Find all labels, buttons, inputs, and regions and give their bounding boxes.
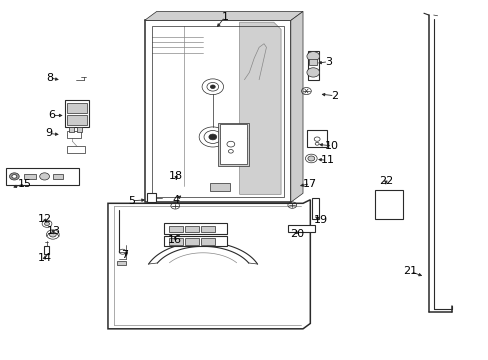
Circle shape bbox=[306, 68, 319, 77]
Bar bbox=[144, 21, 290, 202]
Text: 11: 11 bbox=[320, 155, 334, 165]
Text: 19: 19 bbox=[313, 215, 327, 225]
Text: 15: 15 bbox=[18, 179, 32, 189]
Bar bbox=[184, 238, 198, 244]
Polygon shape bbox=[144, 12, 303, 21]
Circle shape bbox=[307, 156, 314, 161]
Polygon shape bbox=[108, 200, 310, 329]
Bar bbox=[306, 130, 327, 147]
Bar bbox=[163, 235, 227, 246]
Circle shape bbox=[306, 51, 319, 61]
Text: 17: 17 bbox=[303, 179, 317, 189]
Bar bbox=[288, 225, 315, 232]
Bar bbox=[220, 125, 246, 164]
Polygon shape bbox=[239, 22, 281, 194]
Bar bbox=[309, 59, 317, 65]
Bar bbox=[168, 226, 182, 232]
Text: 22: 22 bbox=[378, 176, 392, 186]
Bar bbox=[311, 198, 318, 219]
Text: 12: 12 bbox=[38, 215, 52, 224]
Bar bbox=[163, 223, 227, 234]
Bar bbox=[152, 26, 283, 197]
Circle shape bbox=[9, 173, 19, 180]
Text: 5: 5 bbox=[128, 196, 135, 206]
Text: 6: 6 bbox=[48, 111, 55, 121]
Text: 9: 9 bbox=[45, 129, 52, 138]
Text: 4: 4 bbox=[172, 195, 180, 205]
Circle shape bbox=[210, 85, 215, 89]
Bar bbox=[53, 174, 63, 179]
Text: 3: 3 bbox=[324, 57, 331, 67]
Bar bbox=[184, 226, 198, 232]
Text: 2: 2 bbox=[330, 91, 338, 101]
Bar bbox=[43, 246, 49, 253]
Bar bbox=[66, 131, 81, 138]
Bar bbox=[117, 261, 126, 265]
Bar bbox=[77, 127, 82, 132]
Bar bbox=[67, 146, 84, 153]
Bar bbox=[201, 238, 214, 244]
Circle shape bbox=[208, 134, 216, 140]
Text: 20: 20 bbox=[289, 229, 304, 239]
Text: 1: 1 bbox=[221, 12, 228, 22]
Circle shape bbox=[12, 175, 17, 178]
Bar bbox=[217, 123, 249, 166]
Bar bbox=[65, 100, 89, 127]
Bar bbox=[69, 127, 74, 132]
Circle shape bbox=[40, 173, 49, 180]
Text: 16: 16 bbox=[168, 235, 182, 245]
Circle shape bbox=[49, 232, 56, 237]
Text: 10: 10 bbox=[325, 141, 339, 151]
Bar bbox=[307, 51, 318, 80]
Bar bbox=[168, 238, 182, 244]
Text: 14: 14 bbox=[38, 253, 52, 263]
Bar bbox=[5, 168, 79, 185]
Bar bbox=[67, 115, 87, 125]
Text: 18: 18 bbox=[169, 171, 183, 181]
Text: 7: 7 bbox=[121, 250, 128, 260]
Bar bbox=[201, 226, 214, 232]
Bar bbox=[24, 174, 36, 179]
Text: 8: 8 bbox=[46, 73, 53, 83]
Bar bbox=[374, 190, 403, 220]
Bar bbox=[147, 193, 156, 202]
Bar bbox=[210, 183, 229, 192]
Circle shape bbox=[44, 222, 49, 226]
Text: 21: 21 bbox=[403, 266, 416, 276]
Bar bbox=[67, 103, 87, 113]
Text: 13: 13 bbox=[46, 226, 60, 236]
Polygon shape bbox=[290, 12, 303, 202]
